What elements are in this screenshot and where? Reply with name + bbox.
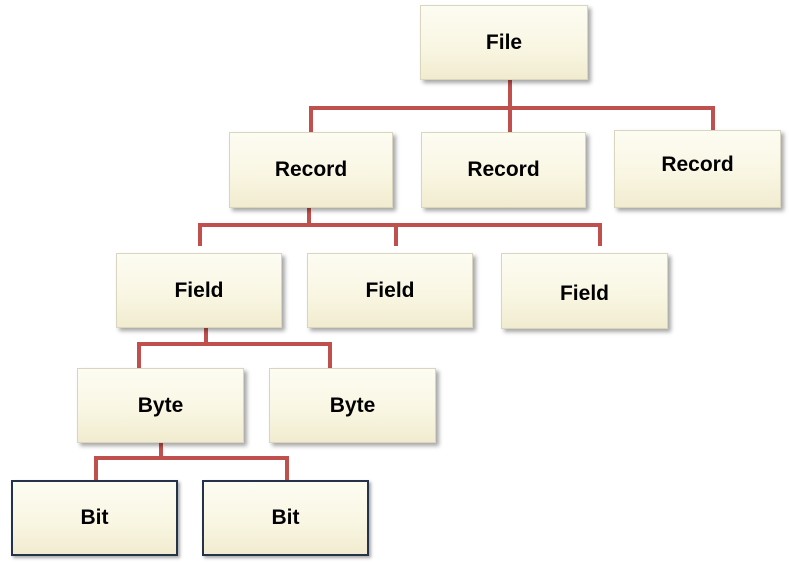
node-record-1: Record [229, 132, 393, 208]
node-field-3: Field [501, 253, 668, 329]
node-record-3: Record [614, 130, 781, 208]
node-file-label: File [485, 30, 523, 54]
node-record-2: Record [421, 132, 586, 208]
node-record-3-label: Record [661, 153, 734, 176]
node-bit-1: Bit [11, 480, 178, 556]
node-byte-2-label: Byte [329, 393, 376, 417]
node-record-2-label: Record [467, 158, 540, 181]
connector-byte-to-bits [94, 443, 289, 480]
node-byte-2: Byte [269, 368, 436, 443]
node-bit-1-label: Bit [80, 506, 109, 529]
node-field-2: Field [307, 253, 473, 328]
node-record-1-label: Record [274, 158, 348, 181]
node-field-1: Field [116, 253, 282, 328]
node-file: File [420, 5, 588, 80]
node-byte-1-label: Byte [137, 393, 184, 417]
node-bit-2: Bit [202, 480, 369, 556]
node-bit-2-label: Bit [271, 506, 300, 529]
connector-field-to-bytes [137, 328, 332, 368]
connector-file-to-records [309, 80, 715, 134]
node-field-2-label: Field [365, 278, 415, 302]
node-field-1-label: Field [174, 278, 224, 302]
node-field-3-label: Field [559, 282, 609, 305]
node-byte-1: Byte [77, 368, 244, 443]
connector-group [94, 80, 715, 480]
connector-record-to-fields [198, 208, 602, 246]
